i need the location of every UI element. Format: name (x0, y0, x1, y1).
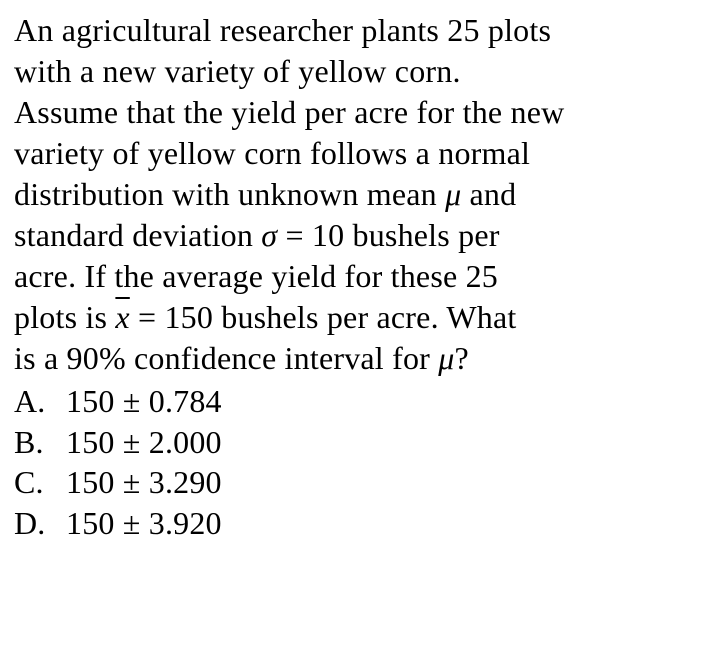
choice-label: A. (14, 381, 66, 422)
q-line-9b: ? (454, 340, 468, 376)
choice-value: 150 ± 3.290 (66, 462, 222, 503)
choice-a: A. 150 ± 0.784 (14, 381, 727, 422)
question-text: An agricultural researcher plants 25 plo… (14, 10, 727, 379)
mu-symbol: μ (445, 176, 461, 212)
choice-c: C. 150 ± 3.290 (14, 462, 727, 503)
choice-d: D. 150 ± 3.920 (14, 503, 727, 544)
choice-label: C. (14, 462, 66, 503)
choice-value: 150 ± 2.000 (66, 422, 222, 463)
q-line-2: with a new variety of yellow corn. (14, 53, 461, 89)
choice-value: 150 ± 3.920 (66, 503, 222, 544)
q-line-5a: distribution with unknown mean (14, 176, 445, 212)
q-line-3: Assume that the yield per acre for the n… (14, 94, 564, 130)
sigma-symbol: σ (261, 217, 277, 253)
q-line-1: An agricultural researcher plants 25 plo… (14, 12, 551, 48)
q-line-7: acre. If the average yield for these 25 (14, 258, 498, 294)
q-line-4: variety of yellow corn follows a normal (14, 135, 530, 171)
q-line-5b: and (461, 176, 516, 212)
q-line-6b: = 10 bushels per (277, 217, 499, 253)
q-line-8a: plots is (14, 299, 115, 335)
answer-choices: A. 150 ± 0.784 B. 150 ± 2.000 C. 150 ± 3… (14, 381, 727, 545)
choice-label: D. (14, 503, 66, 544)
q-line-8b: = 150 bushels per acre. What (130, 299, 517, 335)
q-line-9a: is a 90% confidence interval for (14, 340, 438, 376)
mu-symbol-2: μ (438, 340, 454, 376)
xbar-symbol: x (115, 299, 129, 335)
choice-label: B. (14, 422, 66, 463)
choice-b: B. 150 ± 2.000 (14, 422, 727, 463)
choice-value: 150 ± 0.784 (66, 381, 222, 422)
question-page: An agricultural researcher plants 25 plo… (0, 0, 727, 544)
q-line-6a: standard deviation (14, 217, 261, 253)
